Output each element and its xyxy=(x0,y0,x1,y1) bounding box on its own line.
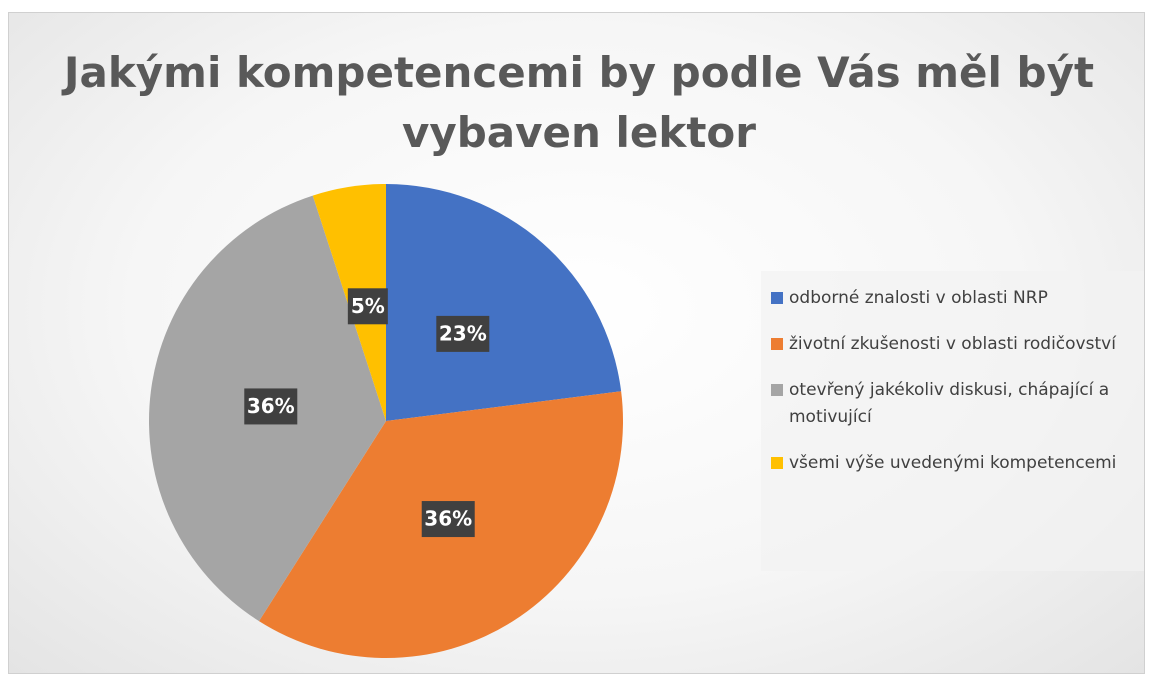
data-label-box xyxy=(421,501,475,538)
legend-marker xyxy=(771,457,783,469)
legend-label: všemi výše uvedenými kompetencemi xyxy=(789,453,1117,473)
data-label-group: 36% xyxy=(421,501,475,538)
pie-slice xyxy=(386,184,622,421)
legend: odborné znalosti v oblasti NRP životní zk… xyxy=(761,271,1144,571)
pie: 23% 36% 36% 5% xyxy=(149,184,623,658)
data-label: 23% xyxy=(439,321,487,345)
legend-marker xyxy=(771,384,783,396)
data-label: 36% xyxy=(424,507,472,531)
data-label-group: 36% xyxy=(244,388,298,425)
data-label-box xyxy=(436,315,490,352)
data-label: 36% xyxy=(247,394,295,418)
data-label: 5% xyxy=(351,294,385,318)
legend-item: otevřený jakékoliv diskusi, chápající a … xyxy=(771,377,1144,431)
data-label-box xyxy=(244,388,298,425)
legend-label: životní zkušenosti v oblasti rodičovství xyxy=(789,334,1116,354)
legend-item: všemi výše uvedenými kompetencemi xyxy=(771,450,1144,477)
legend-marker xyxy=(771,292,783,304)
data-label-box xyxy=(347,288,388,325)
chart-title: Jakými kompetencemi by podle Vás měl být… xyxy=(63,48,1095,157)
chart: Jakými kompetencemi by podle Vás měl být… xyxy=(8,12,1145,674)
data-label-group: 5% xyxy=(347,288,388,325)
data-label-group: 23% xyxy=(436,315,490,352)
legend-marker xyxy=(771,338,783,350)
legend-item: odborné znalosti v oblasti NRP xyxy=(771,285,1144,312)
legend-label: odborné znalosti v oblasti NRP xyxy=(789,288,1048,308)
legend-label: otevřený jakékoliv diskusi, chápající a … xyxy=(789,380,1110,427)
legend-item: životní zkušenosti v oblasti rodičovství xyxy=(771,331,1144,358)
